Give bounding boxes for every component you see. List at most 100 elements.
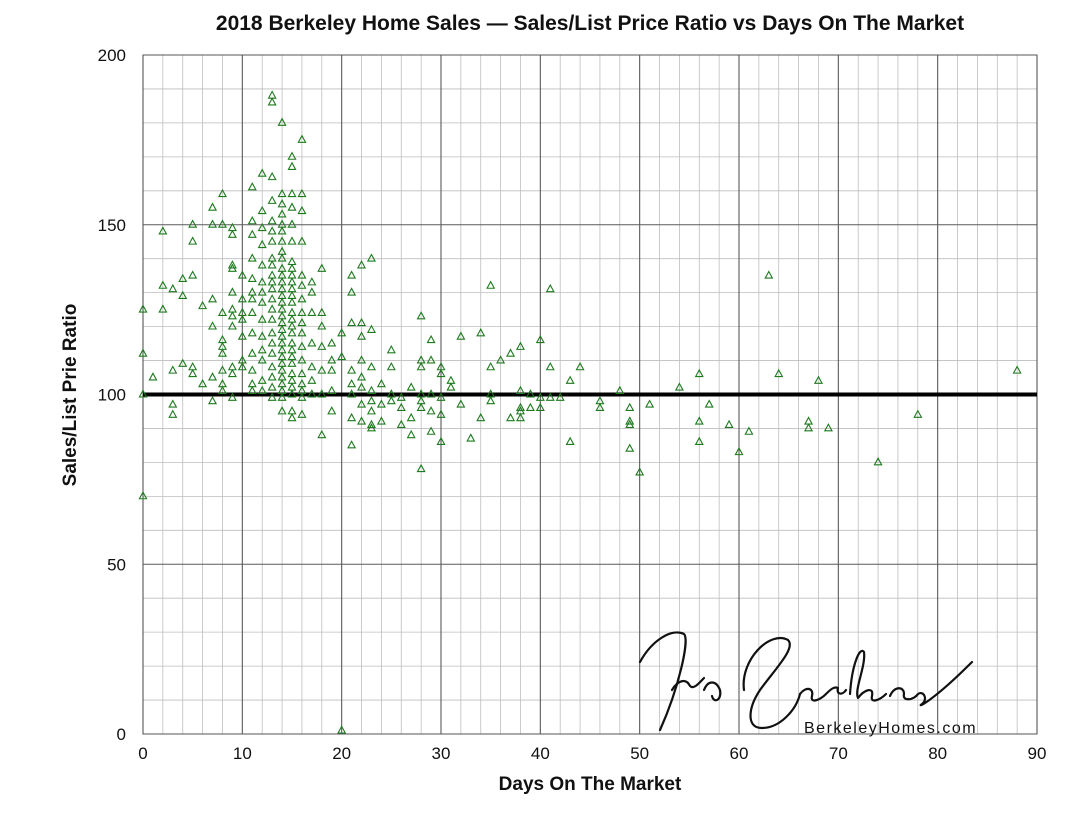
data-point [247, 216, 257, 225]
data-point [168, 409, 178, 418]
data-point [823, 423, 833, 432]
data-point [376, 399, 386, 408]
data-point [287, 321, 297, 330]
data-point [486, 361, 496, 371]
data-point [347, 365, 357, 374]
data-point [237, 270, 247, 279]
data-point [297, 188, 307, 198]
data-point [178, 358, 188, 367]
data-point [446, 375, 456, 384]
data-point [297, 341, 307, 350]
data-point [277, 236, 287, 245]
data-point [704, 399, 714, 408]
data-point [406, 412, 416, 422]
data-point [287, 406, 297, 415]
data-point [436, 409, 446, 418]
data-point [138, 389, 148, 398]
data-point [307, 277, 317, 286]
data-point [625, 416, 635, 425]
data-point [347, 440, 357, 449]
data-point [287, 382, 297, 391]
data-point [287, 375, 297, 384]
data-point [297, 236, 307, 245]
data-point [188, 236, 198, 245]
data-point [486, 395, 496, 405]
data-point [297, 392, 307, 401]
data-point [357, 372, 367, 381]
data-point [357, 331, 367, 340]
data-point [257, 222, 267, 232]
x-axis-label: Days On The Market [499, 774, 682, 795]
data-point [436, 392, 446, 401]
data-point [774, 368, 784, 378]
data-point [436, 368, 446, 378]
y-tick-label: 0 [117, 725, 126, 744]
data-point [138, 491, 148, 500]
data-point [267, 253, 277, 262]
data-point [257, 345, 267, 354]
data-point [357, 355, 367, 364]
data-point [426, 355, 436, 364]
data-point [287, 263, 297, 272]
data-point [873, 457, 883, 466]
data-point [287, 412, 297, 422]
data-point [267, 392, 277, 401]
data-point [247, 229, 257, 238]
data-point [237, 294, 247, 303]
data-point [257, 331, 267, 340]
data-point [208, 395, 218, 405]
x-tick-label: 60 [730, 744, 749, 763]
data-point [267, 361, 277, 371]
data-point [227, 260, 237, 269]
data-point [267, 338, 277, 347]
data-point [357, 260, 367, 269]
data-point [396, 402, 406, 412]
data-point [217, 348, 227, 357]
data-point [506, 348, 516, 357]
data-point [247, 307, 257, 316]
data-point [366, 385, 376, 395]
x-tick-label: 0 [138, 744, 147, 763]
data-point [337, 328, 347, 337]
data-point [694, 436, 704, 445]
data-point [307, 389, 317, 398]
data-point [486, 280, 496, 289]
data-point [287, 328, 297, 337]
data-point [625, 443, 635, 452]
data-point [287, 188, 297, 198]
data-point [227, 229, 237, 238]
data-point [287, 202, 297, 211]
data-point [555, 392, 565, 401]
x-tick-label: 50 [630, 744, 649, 763]
data-point [267, 270, 277, 279]
data-point [247, 348, 257, 357]
data-point [297, 294, 307, 303]
data-point [168, 399, 178, 408]
data-point [307, 307, 317, 316]
data-point [694, 368, 704, 378]
data-point [217, 307, 227, 316]
data-point [307, 375, 317, 384]
x-tick-label: 10 [233, 744, 252, 763]
data-point [287, 151, 297, 160]
data-point [297, 368, 307, 378]
data-point [515, 402, 525, 412]
data-point [208, 372, 218, 381]
data-point [347, 389, 357, 398]
data-point [208, 202, 218, 211]
data-point [535, 392, 545, 401]
data-point [267, 260, 277, 269]
data-point [287, 358, 297, 367]
data-point [217, 385, 227, 395]
data-point [317, 263, 327, 272]
data-point [267, 216, 277, 225]
data-point [327, 338, 337, 347]
data-point [188, 368, 198, 378]
data-point [625, 419, 635, 429]
data-point [287, 283, 297, 293]
data-point [158, 280, 168, 289]
data-point [416, 361, 426, 371]
data-point [456, 399, 466, 408]
data-point [257, 375, 267, 384]
data-point [456, 331, 466, 340]
